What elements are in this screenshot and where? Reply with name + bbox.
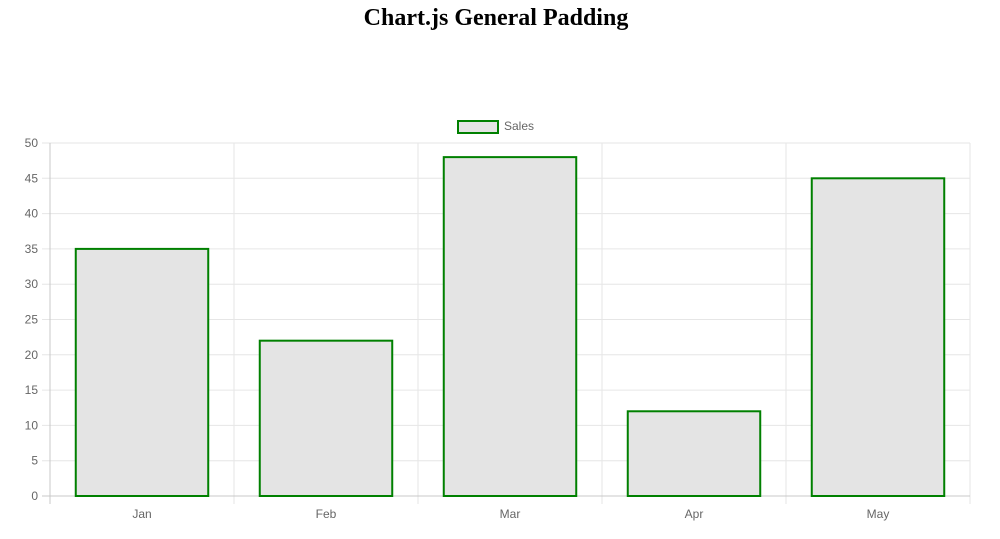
- y-axis: 0 5 10 15 20 25 30 35 40 45 50: [25, 136, 51, 504]
- chart-title: Chart.js General Padding: [363, 5, 629, 31]
- chart-legend[interactable]: Sales: [457, 119, 534, 134]
- x-tick-label: Mar: [500, 507, 521, 521]
- bars: [74, 156, 946, 498]
- bar-jan: [74, 247, 210, 497]
- y-tick-label: 35: [25, 242, 39, 256]
- y-tick-label: 15: [25, 383, 39, 397]
- bar-apr: [626, 410, 762, 497]
- y-tick-label: 40: [25, 207, 39, 221]
- x-tick-label: Feb: [316, 507, 337, 521]
- bar-may: [810, 177, 946, 498]
- y-tick-label: 20: [25, 348, 39, 362]
- x-tick-label: Apr: [685, 507, 704, 521]
- x-tick-label: Jan: [132, 507, 151, 521]
- y-tick-label: 25: [25, 313, 39, 327]
- y-tick-label: 45: [25, 171, 39, 185]
- y-tick-label: 10: [25, 418, 39, 432]
- x-axis: Jan Feb Mar Apr May: [42, 495, 970, 521]
- bar-feb: [258, 339, 394, 497]
- y-tick-label: 5: [31, 454, 38, 468]
- y-tick-label: 0: [31, 489, 38, 503]
- y-tick-label: 50: [25, 136, 39, 150]
- legend-label-sales: Sales: [504, 119, 534, 133]
- y-tick-label: 30: [25, 277, 39, 291]
- legend-swatch-sales: [457, 120, 499, 134]
- x-tick-label: May: [867, 507, 890, 521]
- bar-mar: [442, 156, 578, 497]
